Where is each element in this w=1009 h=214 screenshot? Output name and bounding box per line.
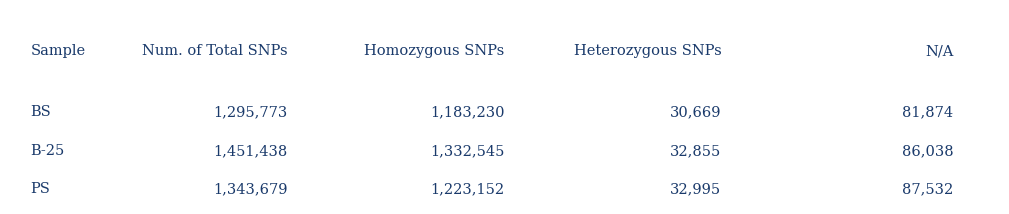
Text: BS: BS	[30, 105, 51, 119]
Text: 1,223,152: 1,223,152	[431, 182, 504, 196]
Text: 1,332,545: 1,332,545	[430, 144, 504, 158]
Text: Heterozygous SNPs: Heterozygous SNPs	[574, 44, 721, 58]
Text: 87,532: 87,532	[902, 182, 954, 196]
Text: 1,343,679: 1,343,679	[213, 182, 288, 196]
Text: Num. of Total SNPs: Num. of Total SNPs	[142, 44, 288, 58]
Text: 32,995: 32,995	[670, 182, 721, 196]
Text: B-25: B-25	[30, 144, 65, 158]
Text: Sample: Sample	[30, 44, 86, 58]
Text: 1,451,438: 1,451,438	[213, 144, 288, 158]
Text: 30,669: 30,669	[670, 105, 721, 119]
Text: 32,855: 32,855	[670, 144, 721, 158]
Text: Homozygous SNPs: Homozygous SNPs	[364, 44, 504, 58]
Text: PS: PS	[30, 182, 50, 196]
Text: 1,295,773: 1,295,773	[213, 105, 288, 119]
Text: N/A: N/A	[925, 44, 954, 58]
Text: 1,183,230: 1,183,230	[430, 105, 504, 119]
Text: 86,038: 86,038	[902, 144, 954, 158]
Text: 81,874: 81,874	[902, 105, 954, 119]
